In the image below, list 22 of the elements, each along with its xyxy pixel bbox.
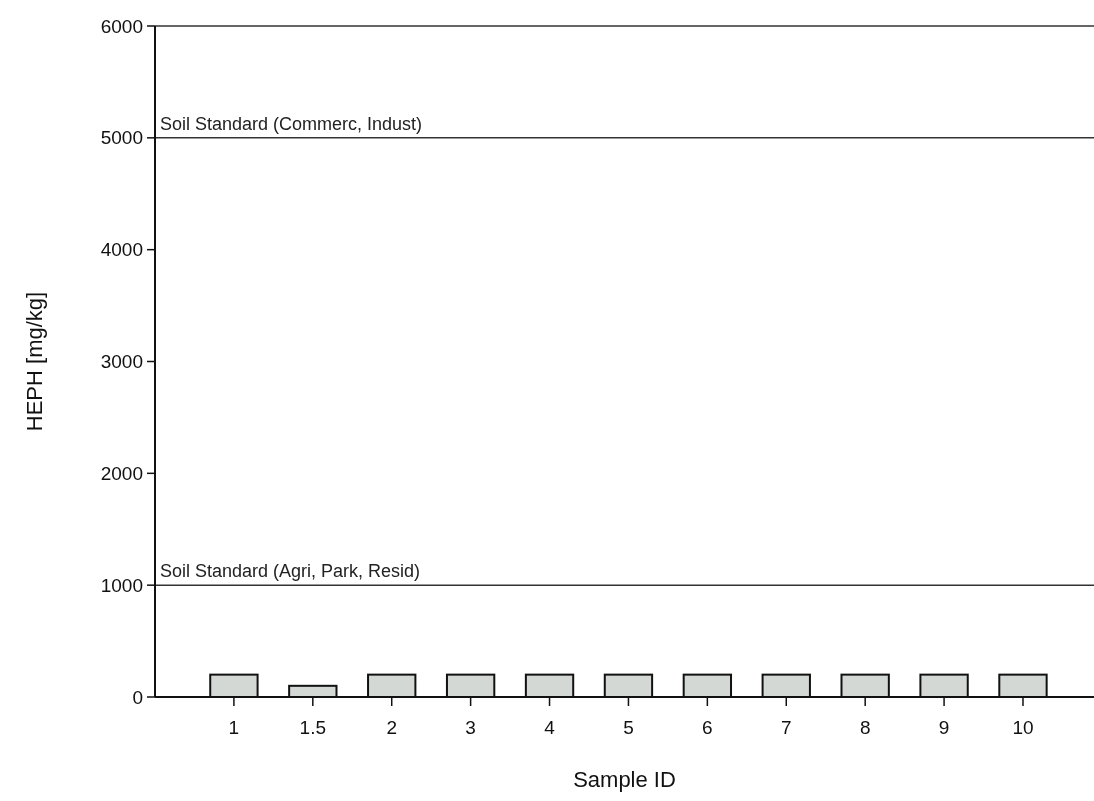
y-tick-label: 2000 (100, 462, 143, 484)
x-tick-label: 4 (544, 717, 556, 738)
x-tick-label: 1.5 (299, 717, 327, 738)
y-tick-label: 0 (132, 686, 143, 708)
ref-line-label: Soil Standard (Commerc, Indust) (160, 113, 423, 134)
x-tick-label: 8 (859, 717, 871, 738)
x-tick-label: 9 (938, 717, 950, 738)
y-tick-label: 6000 (100, 15, 143, 37)
x-tick-label: 1 (228, 717, 240, 738)
y-tick-label: 3000 (100, 351, 143, 373)
y-tick-label: 5000 (100, 127, 143, 149)
ref-line-label: Soil Standard (Agri, Park, Resid) (160, 561, 421, 582)
x-tick-label: 5 (623, 717, 634, 738)
x-tick-label: 6 (702, 717, 713, 738)
y-tick-label: 1000 (100, 574, 143, 596)
x-tick-label: 7 (780, 717, 792, 738)
y-tick-label: 4000 (100, 239, 143, 261)
x-axis-title: Sample ID (573, 767, 676, 792)
x-tick-label: 3 (465, 717, 476, 738)
y-axis-title: HEPH [mg/kg] (22, 291, 47, 432)
x-tick-label: 10 (1012, 717, 1034, 738)
x-tick-label: 2 (386, 717, 398, 738)
